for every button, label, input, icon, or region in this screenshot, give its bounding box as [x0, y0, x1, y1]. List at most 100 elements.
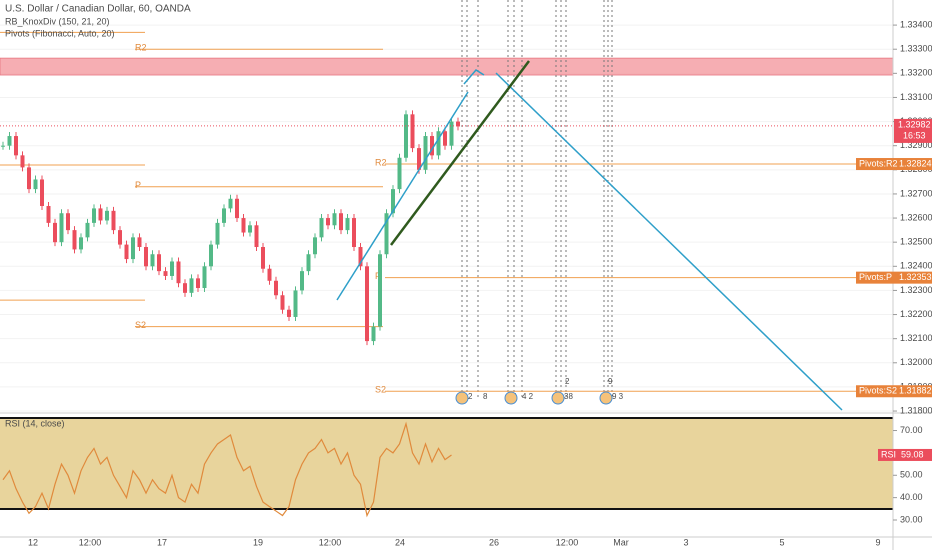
x-tick-label: 12:00 — [319, 537, 342, 547]
candle-body — [14, 136, 18, 156]
event-label: 9 — [608, 377, 613, 386]
indicator-legend: RB_KnoxDiv (150, 21, 20) — [5, 16, 110, 26]
candle-body — [384, 213, 389, 255]
y-tick-label: 1.32900 — [900, 140, 932, 150]
x-tick-label: 12:00 — [556, 537, 579, 547]
arrow — [463, 69, 485, 85]
candle-body — [222, 208, 226, 223]
candle-body — [254, 225, 259, 248]
candle-body — [163, 271, 168, 276]
candle-body — [241, 218, 246, 233]
y-tick-label: 1.32300 — [900, 285, 932, 295]
event-label: 9 3 — [612, 392, 624, 401]
candle-body — [20, 155, 25, 168]
candle-body — [378, 254, 382, 327]
candle-body — [79, 237, 83, 250]
y-tick-label: 1.32600 — [900, 212, 932, 222]
candle-body — [40, 179, 44, 206]
trend-line — [390, 60, 530, 246]
candle-body — [248, 225, 252, 233]
pivot-tag — [856, 271, 932, 284]
candle-body — [209, 244, 213, 267]
pivot-tag-name: Pivots:S2 — [859, 386, 897, 396]
x-tick-label: 26 — [489, 537, 499, 547]
candle-body — [274, 280, 278, 296]
rsi-tick-label: 50.00 — [900, 470, 923, 480]
candle-body — [7, 136, 12, 146]
event-label: 8 — [483, 392, 488, 401]
candle-body — [417, 148, 421, 170]
candle-body — [436, 131, 441, 156]
event-icon — [551, 391, 565, 405]
event-icon — [455, 391, 469, 405]
candle-body — [313, 237, 317, 255]
y-tick-label: 1.32700 — [900, 188, 932, 198]
rsi-tag — [878, 448, 932, 461]
candle-body — [391, 189, 395, 214]
rsi-line — [2, 421, 452, 518]
candle-body — [124, 244, 129, 260]
last-price-tag — [894, 118, 932, 143]
candle-body — [137, 237, 142, 248]
pivot-label: P — [135, 180, 141, 190]
candle-body — [111, 210, 116, 231]
candle-body — [365, 266, 369, 342]
pivot-tag-value: 1.31882 — [899, 386, 932, 396]
pivot-tag-name: Pivots:P — [859, 272, 892, 282]
candle-body — [92, 208, 96, 223]
candle-body — [430, 136, 434, 156]
pivot-tag-value: 1.32353 — [899, 272, 932, 282]
x-tick-label: 19 — [253, 537, 263, 547]
y-tick-label: 1.32500 — [900, 237, 932, 247]
candle-body — [326, 218, 330, 226]
trend-line — [495, 72, 843, 411]
candle-body — [280, 295, 285, 310]
pivot-tag — [856, 158, 932, 171]
candle-body — [352, 218, 356, 248]
event-label: 38 — [564, 392, 573, 401]
candle-body — [235, 198, 239, 219]
candle-body — [449, 121, 454, 146]
candle-body — [332, 213, 337, 226]
candle-body — [170, 261, 174, 276]
candle-body — [293, 290, 298, 317]
candle-body — [98, 208, 103, 221]
x-tick-label: 12 — [28, 537, 38, 547]
candle-body — [358, 247, 363, 267]
candle-body — [1, 145, 5, 147]
rsi-tag-name: RSI — [881, 449, 896, 459]
event-label: 4 2 — [522, 392, 534, 401]
rsi-tick-label: 30.00 — [900, 514, 923, 524]
x-tick-label: 9 — [875, 537, 880, 547]
candle-body — [423, 136, 428, 170]
candle-body — [196, 278, 200, 289]
candle-body — [300, 271, 304, 291]
candle-body — [202, 266, 207, 289]
y-tick-label: 1.33300 — [900, 44, 932, 54]
event-label: 2 — [468, 392, 473, 401]
rsi-tick-label: 70.00 — [900, 425, 923, 435]
candle-body — [410, 114, 415, 149]
candle-body — [404, 114, 408, 158]
y-tick-label: 1.32000 — [900, 357, 932, 367]
candle-body — [157, 254, 161, 272]
candle-body — [59, 213, 64, 243]
pivot-tag-name: Pivots:R2 — [859, 158, 898, 168]
pivot-label: R2 — [375, 157, 387, 167]
candle-body — [397, 157, 402, 190]
x-tick-label: Mar — [613, 537, 629, 547]
pivot-tag-value: 1.32824 — [899, 158, 932, 168]
candle-body — [267, 268, 272, 281]
candle-body — [27, 167, 31, 190]
y-tick-label: 1.32200 — [900, 309, 932, 319]
candle-body — [53, 222, 57, 243]
y-tick-label: 1.33400 — [900, 19, 932, 29]
candle-body — [183, 283, 187, 293]
symbol-title: U.S. Dollar / Canadian Dollar, 60, OANDA — [5, 4, 191, 15]
candle-body — [72, 230, 77, 250]
candle-body — [287, 309, 291, 317]
candle-body — [345, 218, 350, 231]
x-tick-label: 24 — [395, 537, 405, 547]
rsi-title: RSI (14, close) — [5, 418, 65, 428]
candle-body — [215, 222, 220, 245]
